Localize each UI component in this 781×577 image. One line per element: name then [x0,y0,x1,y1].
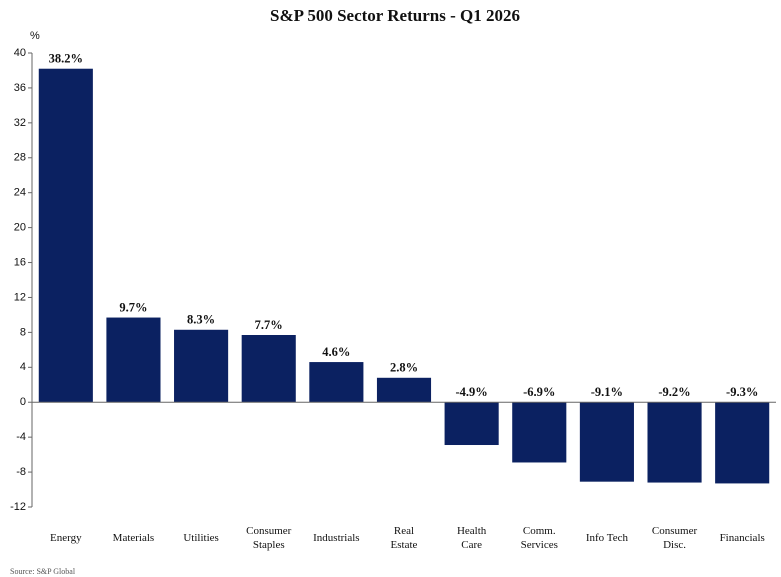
x-tick-label: Real Estate [391,525,418,551]
data-label: 4.6% [322,345,350,359]
x-tick-label: Comm. Services [521,525,558,551]
y-tick-label: 24 [14,187,26,199]
bar [106,317,161,403]
data-label: 9.7% [119,300,147,314]
data-label: 38.2% [49,52,83,66]
y-tick-label: 28 [14,152,26,164]
data-label: 8.3% [187,313,215,327]
data-label: -9.3% [726,385,758,399]
data-label: -9.2% [658,385,690,399]
x-tick-label: Consumer Staples [246,525,292,551]
bar [579,402,634,482]
y-tick-label: -12 [10,501,26,513]
data-label: 7.7% [255,318,283,332]
x-tick-label: Energy [50,532,82,544]
bar [647,402,702,483]
bar [512,402,567,463]
y-tick-label: 4 [20,361,26,373]
data-label: 2.8% [390,361,418,375]
x-tick-label: Health Care [457,525,487,551]
bar [309,362,364,403]
data-label: -6.9% [523,385,555,399]
y-tick-label: 20 [14,222,26,234]
y-tick-label: -8 [16,466,26,478]
y-tick-label: 40 [14,47,26,59]
y-tick-label: 12 [14,291,26,303]
y-axis-label: % [30,30,40,42]
x-tick-label: Industrials [313,532,359,544]
y-tick-label: 0 [20,396,26,408]
x-tick-label: Financials [720,532,765,544]
x-tick-label: Info Tech [586,532,629,544]
bar [38,68,93,403]
data-label: -4.9% [455,385,487,399]
x-tick-label: Consumer Disc. [652,525,698,551]
x-tick-label: Utilities [183,532,218,544]
bar [174,329,229,403]
y-tick-label: 32 [14,117,26,129]
bar [376,377,432,403]
y-tick-label: -4 [16,431,26,443]
source-note: Source: S&P Global [10,567,76,576]
y-tick-label: 36 [14,82,26,94]
y-tick-label: 8 [20,326,26,338]
bar [715,402,770,484]
chart-title: S&P 500 Sector Returns - Q1 2026 [270,6,520,25]
bar [444,402,499,446]
y-tick-label: 16 [14,256,26,268]
bar [241,335,296,403]
data-label: -9.1% [591,385,623,399]
x-tick-label: Materials [113,532,155,544]
